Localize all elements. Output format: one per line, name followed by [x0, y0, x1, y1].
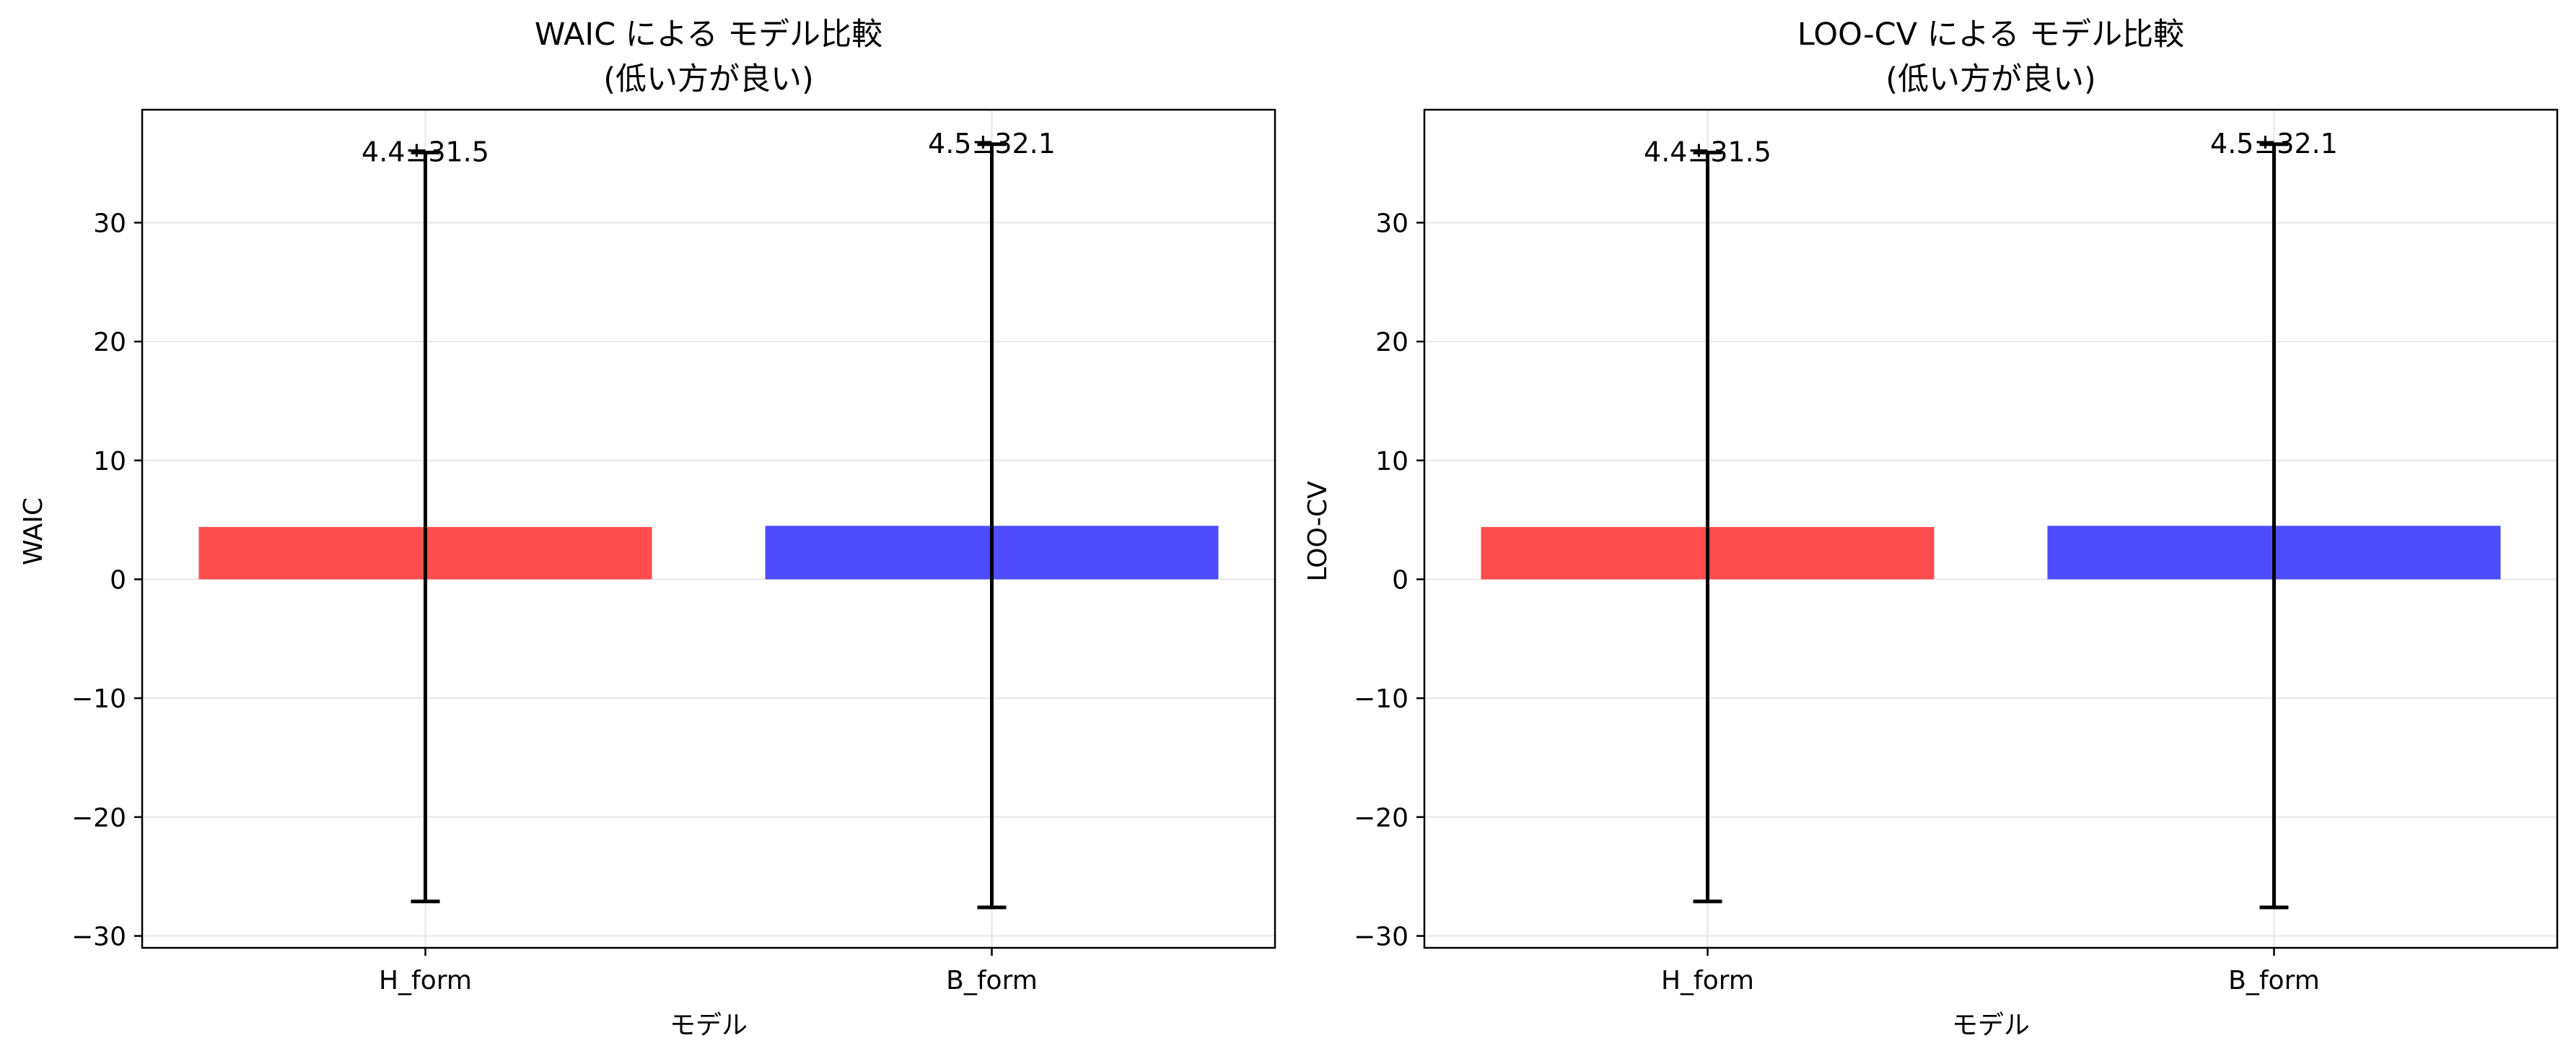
loocv-chart-y-tick-label: 30 — [1375, 209, 1409, 238]
loocv-chart-y-axis-label: LOO-CV — [1303, 481, 1333, 582]
loocv-chart-error-bars — [1693, 142, 2289, 910]
loocv-chart-x-axis-label: モデル — [1952, 1011, 2030, 1040]
waic-chart-data-label-b-form: 4.5±32.1 — [928, 128, 1056, 160]
loocv-chart-data-label-h-form: 4.4±31.5 — [1644, 136, 1771, 167]
loocv-chart-panel: LOO-CV による モデル比較 (低い方が良い) モデル LOO-CV −30… — [1303, 17, 2559, 1040]
loocv-chart-title-line1: LOO-CV による モデル比較 — [1797, 17, 2184, 53]
loocv-chart-y-tick-label: −10 — [1354, 684, 1409, 714]
waic-chart-y-tick-label: −30 — [71, 923, 126, 952]
loocv-chart-y-tick-label: −20 — [1354, 803, 1409, 833]
loocv-chart-x-tick-label-b-form: B_form — [2228, 966, 2320, 995]
waic-chart-x-tick-label-h-form: H_form — [379, 966, 472, 995]
waic-chart-error-bars — [411, 142, 1007, 910]
loocv-chart-title-line2: (低い方が良い) — [1885, 61, 2096, 97]
loocv-chart-y-tick-label: 10 — [1375, 447, 1409, 476]
waic-chart-error-bar-h-form — [411, 150, 440, 904]
loocv-chart-plot-frame — [1423, 108, 2559, 949]
waic-chart-plot-frame — [141, 108, 1276, 949]
waic-chart-y-tick-label: 10 — [93, 447, 126, 476]
waic-chart-x-ticks: H_form B_form — [379, 948, 1038, 995]
waic-chart-y-tick-label: −20 — [71, 803, 126, 833]
loocv-chart-data-labels: 4.4±31.5 4.5±32.1 — [1644, 128, 2338, 168]
waic-chart-title-line1: WAIC による モデル比較 — [535, 17, 882, 53]
waic-chart-x-axis-label: モデル — [670, 1011, 748, 1040]
loocv-chart-y-ticks: −30 −20 −10 0 10 20 30 — [1354, 209, 1424, 952]
waic-chart-title-line2: (低い方が良い) — [603, 61, 814, 97]
waic-chart-data-labels: 4.4±31.5 4.5±32.1 — [362, 128, 1056, 168]
loocv-chart-y-tick-label: 0 — [1392, 565, 1409, 595]
loocv-chart-error-bar-b-form — [2259, 142, 2289, 910]
waic-chart-data-label-h-form: 4.4±31.5 — [362, 136, 489, 167]
loocv-chart-x-tick-label-h-form: H_form — [1661, 966, 1754, 995]
waic-chart-y-axis-label: WAIC — [19, 497, 48, 565]
loocv-chart-x-ticks: H_form B_form — [1661, 948, 2320, 995]
waic-chart-y-ticks: −30 −20 −10 0 10 20 30 — [71, 209, 142, 952]
waic-chart-panel: WAIC による モデル比較 (低い方が良い) モデル WAIC −30−20−… — [19, 17, 1276, 1040]
waic-chart-error-bar-b-form — [977, 142, 1007, 910]
waic-chart-y-tick-label: 30 — [93, 209, 126, 238]
loocv-chart-error-bar-h-form — [1693, 150, 1722, 904]
loocv-chart-data-label-b-form: 4.5±32.1 — [2210, 128, 2338, 160]
loocv-chart-y-tick-label: 20 — [1375, 328, 1409, 357]
waic-chart-y-tick-label: −10 — [71, 684, 126, 714]
waic-chart-x-tick-label-b-form: B_form — [946, 966, 1038, 995]
waic-chart-y-tick-label: 0 — [110, 565, 126, 595]
loocv-chart-y-tick-label: −30 — [1354, 923, 1409, 952]
waic-chart-y-tick-label: 20 — [93, 328, 126, 357]
